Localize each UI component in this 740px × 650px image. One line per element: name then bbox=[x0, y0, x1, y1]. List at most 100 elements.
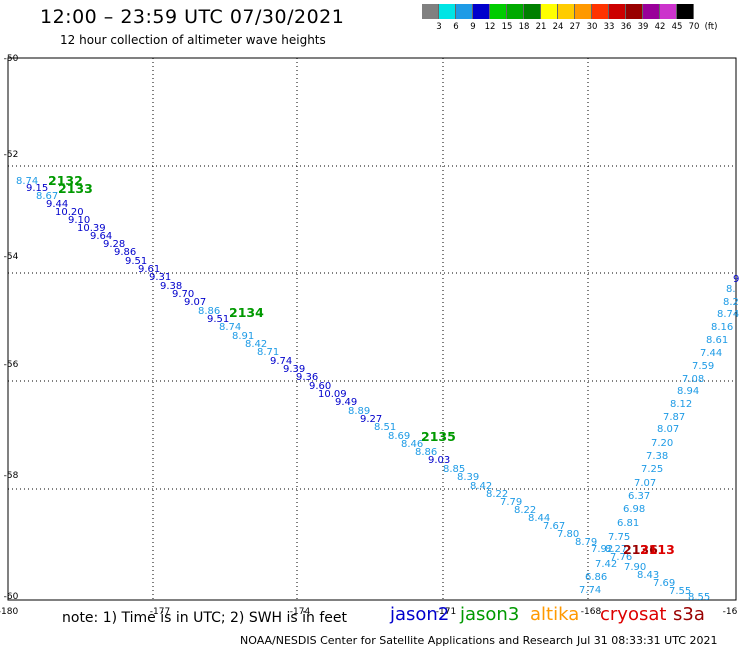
wave-height-label: 8.16 bbox=[711, 322, 733, 333]
wave-height-label: 9.36 bbox=[296, 372, 318, 383]
map-frame bbox=[7, 57, 737, 601]
orbit-number-label: 2134 bbox=[229, 305, 264, 320]
colorbar-swatch bbox=[507, 4, 524, 19]
wave-height-label: 7.74 bbox=[579, 585, 601, 596]
credit-line: NOAA/NESDIS Center for Satellite Applica… bbox=[240, 634, 574, 647]
orbit-number-label: 2132 bbox=[48, 173, 83, 188]
wave-height-label: 8.22 bbox=[486, 489, 508, 500]
wave-height-label: 8.46 bbox=[401, 439, 423, 450]
colorbar-swatch bbox=[643, 4, 660, 19]
wave-height-label: 7.92 bbox=[591, 544, 613, 555]
orbit-number-label: 2133 bbox=[58, 181, 93, 196]
colorbar-swatch bbox=[439, 4, 456, 19]
colorbar-label: 6 bbox=[453, 22, 459, 32]
wave-height-label: 9.49 bbox=[335, 397, 357, 408]
longitude-tick-label: -174 bbox=[290, 607, 311, 617]
wave-height-label: 8.43 bbox=[637, 570, 659, 581]
wave-height-label: 10.39 bbox=[77, 223, 106, 234]
colorbar-swatch bbox=[524, 4, 541, 19]
colorbar-swatch bbox=[422, 4, 439, 19]
wave-height-label: 8.85 bbox=[443, 464, 465, 475]
legend-s3a: s3a bbox=[673, 604, 705, 625]
wave-height-label: 9.28 bbox=[103, 239, 125, 250]
colorbar-swatch bbox=[677, 4, 694, 19]
wave-height-label: 9.10 bbox=[68, 215, 90, 226]
wave-height-label: 9.44 bbox=[46, 199, 68, 210]
wave-height-label: 7.07 bbox=[634, 478, 656, 489]
orbit-number-label: 2135 bbox=[421, 429, 456, 444]
wave-height-label: 8.61 bbox=[706, 335, 728, 346]
colorbar-swatch bbox=[575, 4, 592, 19]
wave-height-label: 8.79 bbox=[575, 537, 597, 548]
wave-height-label: 7.08 bbox=[682, 374, 704, 385]
wave-height-label: 8.67 bbox=[36, 191, 58, 202]
colorbar-label: 30 bbox=[586, 22, 598, 32]
wave-height-label: 9.60 bbox=[309, 381, 331, 392]
wave-height-label: 8.89 bbox=[348, 406, 370, 417]
orbit-number-label: 2136 bbox=[623, 542, 658, 557]
wave-height-label: 9.27 bbox=[360, 414, 382, 425]
wave-height-label: 8.74 bbox=[219, 322, 241, 333]
colorbar-swatch bbox=[558, 4, 575, 19]
wave-height-label: 6.98 bbox=[623, 504, 645, 515]
longitude-tick-label: -177 bbox=[150, 607, 170, 617]
wave-height-label: 9 bbox=[733, 274, 739, 285]
map-title: 12:00 – 23:59 UTC 07/30/2021 bbox=[40, 6, 345, 28]
latitude-tick-label: -56 bbox=[4, 360, 19, 370]
wave-height-label: 8.44 bbox=[528, 513, 550, 524]
wave-height-label: 10.20 bbox=[55, 207, 84, 218]
latitude-tick-label: -50 bbox=[4, 54, 19, 64]
colorbar-swatch bbox=[456, 4, 473, 19]
colorbar-label: 12 bbox=[484, 22, 496, 32]
wave-height-label: 8.86 bbox=[415, 447, 437, 458]
wave-height-label: 7.25 bbox=[641, 464, 663, 475]
wave-height-label: 8.39 bbox=[457, 472, 479, 483]
wave-height-label: 8.94 bbox=[677, 386, 699, 397]
wave-height-label: 6.86 bbox=[585, 572, 607, 583]
wave-height-label: 7.38 bbox=[646, 451, 668, 462]
colorbar-label: 33 bbox=[603, 22, 615, 32]
colorbar-label: 3 bbox=[436, 22, 442, 32]
wave-height-label: 9.07 bbox=[184, 297, 206, 308]
wave-height-label: 7.44 bbox=[700, 348, 722, 359]
wave-height-label: 7.80 bbox=[557, 529, 579, 540]
generation-timestamp: Jul 31 08:33:31 UTC 2021 bbox=[577, 634, 718, 647]
wave-height-label: 8. bbox=[726, 284, 736, 295]
latitude-tick-label: -58 bbox=[4, 471, 19, 481]
wave-height-label: 6.81 bbox=[617, 518, 639, 529]
wave-height-label: 7.67 bbox=[543, 521, 565, 532]
wave-height-label: 8.71 bbox=[257, 347, 279, 358]
colorbar-swatch bbox=[541, 4, 558, 19]
wave-height-label: 8.07 bbox=[657, 424, 679, 435]
colorbar-swatch bbox=[626, 4, 643, 19]
wave-height-label: 6.37 bbox=[628, 491, 650, 502]
wave-height-label: 9.51 bbox=[125, 256, 147, 267]
wave-height-label: 7.69 bbox=[653, 578, 675, 589]
longitude-tick-label: -16 bbox=[723, 607, 738, 617]
wave-height-label: 9.86 bbox=[114, 247, 136, 258]
wave-height-label: 9.61 bbox=[138, 264, 160, 275]
colorbar-label: 18 bbox=[518, 22, 530, 32]
longitude-tick-label: -180 bbox=[0, 607, 18, 617]
colorbar-label: 39 bbox=[637, 22, 649, 32]
longitude-tick-label: -168 bbox=[581, 607, 602, 617]
legend-jason2: jason2 bbox=[390, 604, 450, 625]
wave-height-label: 9.15 bbox=[26, 183, 48, 194]
colorbar-label: 9 bbox=[470, 22, 476, 32]
wave-height-label: 9.51 bbox=[207, 314, 229, 325]
colorbar-label: 45 bbox=[671, 22, 683, 32]
wave-height-label: 7.87 bbox=[663, 412, 685, 423]
latitude-tick-label: -52 bbox=[4, 150, 19, 160]
colorbar-label: (ft) bbox=[704, 22, 718, 32]
wave-height-label: 8.22 bbox=[514, 505, 536, 516]
longitude-tick-label: -171 bbox=[436, 607, 456, 617]
colorbar-swatch bbox=[592, 4, 609, 19]
wave-height-label: 7.55 bbox=[669, 586, 691, 597]
wave-height-label: 8.42 bbox=[470, 481, 492, 492]
colorbar-swatch bbox=[660, 4, 677, 19]
colorbar-label: 70 bbox=[688, 22, 700, 32]
colorbar-label: 36 bbox=[620, 22, 632, 32]
colorbar-swatch bbox=[473, 4, 490, 19]
map-subtitle: 12 hour collection of altimeter wave hei… bbox=[60, 33, 326, 47]
colorbar-label: 21 bbox=[535, 22, 547, 32]
